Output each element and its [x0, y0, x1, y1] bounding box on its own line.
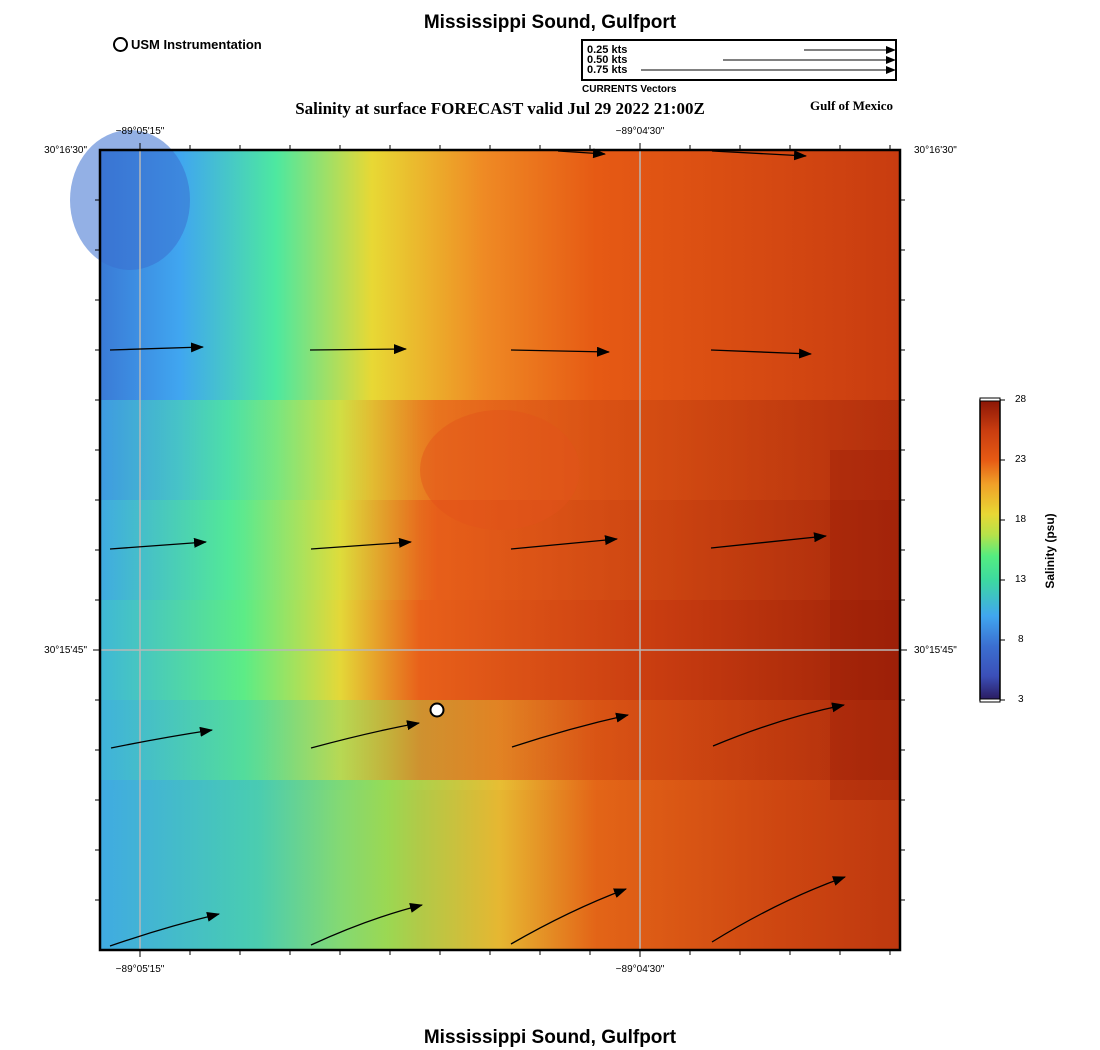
- colorbar-tick-label: 18: [1015, 514, 1027, 525]
- vector-legend-label: 0.25 kts: [587, 44, 628, 56]
- colorbar-tick-label: 3: [1018, 694, 1024, 705]
- current-arrow-icon: [510, 888, 627, 945]
- forecast-subtitle: Salinity at surface FORECAST valid Jul 2…: [295, 99, 705, 118]
- current-arrow-icon: [711, 150, 807, 161]
- lat-tick-label: 30°16'30": [44, 145, 87, 156]
- current-arrow-icon: [710, 348, 812, 359]
- vector-legend-caption: CURRENTS Vectors: [582, 84, 677, 95]
- lon-tick-label: −89°05'15": [115, 126, 165, 137]
- current-arrow-icon: [557, 148, 606, 159]
- current-arrow-icon: [109, 911, 220, 947]
- vector-legend-label: 0.50 kts: [587, 54, 628, 66]
- frame-ticks: [93, 143, 907, 957]
- salinity-field: [70, 130, 900, 950]
- current-arrow-icon: [109, 537, 207, 550]
- current-arrow-icon: [109, 342, 204, 353]
- colorbar-label: Salinity (psu): [1043, 513, 1057, 589]
- colorbar-tick-label: 28: [1015, 394, 1027, 405]
- station-marker-icon: [113, 37, 128, 52]
- current-arrow-icon: [511, 712, 629, 748]
- current-arrow-icon: [711, 876, 846, 943]
- colorbar-tick-label: 23: [1015, 454, 1027, 465]
- current-arrow-icon: [310, 720, 420, 749]
- current-arrow-icon: [510, 535, 618, 550]
- current-arrow-icon: [310, 537, 412, 550]
- lat-tick-label: 30°16'30": [914, 145, 957, 156]
- vector-legend-box: 0.25 kts 0.50 kts 0.75 kts: [581, 39, 897, 81]
- salinity-colorbar: [979, 397, 1005, 703]
- colorbar-tick-label: 13: [1015, 574, 1027, 585]
- lon-tick-label: −89°04'30": [615, 964, 665, 975]
- station-marker-icon: [429, 702, 445, 718]
- station-legend-label: USM Instrumentation: [131, 37, 262, 52]
- current-arrow-icon: [310, 903, 423, 946]
- lat-tick-label: 30°15'45": [914, 645, 957, 656]
- region-label: Gulf of Mexico: [810, 98, 894, 113]
- colorbar-tick-label: 8: [1018, 634, 1024, 645]
- vector-legend-arrows: [641, 46, 895, 74]
- current-arrow-icon: [710, 532, 827, 549]
- current-vectors: [109, 148, 846, 947]
- map-title: Mississippi Sound, Gulfport: [423, 12, 677, 33]
- graticule: [100, 150, 900, 950]
- current-arrow-icon: [110, 726, 213, 749]
- station-legend: USM Instrumentation: [113, 37, 262, 52]
- current-arrow-icon: [712, 702, 845, 747]
- lat-tick-label: 30°15'45": [44, 645, 87, 656]
- current-arrow-icon: [309, 344, 407, 355]
- lon-tick-label: −89°04'30": [615, 126, 665, 137]
- vector-legend-label: 0.75 kts: [587, 64, 628, 76]
- lon-tick-label: −89°05'15": [115, 964, 165, 975]
- current-arrow-icon: [510, 346, 610, 357]
- footer-title: Mississippi Sound, Gulfport: [423, 1027, 677, 1048]
